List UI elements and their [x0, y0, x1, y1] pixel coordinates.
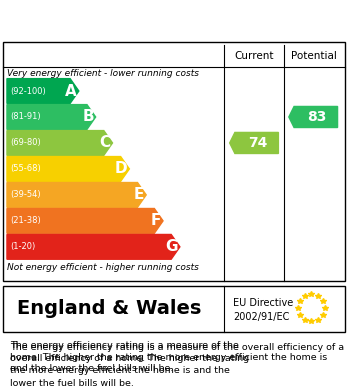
Text: Potential: Potential — [291, 50, 337, 61]
Text: Not energy efficient - higher running costs: Not energy efficient - higher running co… — [7, 263, 199, 272]
Text: (21-38): (21-38) — [10, 216, 41, 225]
Text: E: E — [134, 187, 144, 203]
Polygon shape — [7, 235, 180, 259]
Text: B: B — [82, 109, 94, 124]
Text: Energy Efficiency Rating: Energy Efficiency Rating — [10, 11, 258, 30]
Text: Very energy efficient - lower running costs: Very energy efficient - lower running co… — [7, 69, 199, 78]
Text: C: C — [100, 135, 111, 151]
Polygon shape — [7, 131, 112, 155]
Text: (1-20): (1-20) — [10, 242, 36, 251]
Polygon shape — [7, 183, 146, 207]
Text: overall efficiency of a home. The higher the rating: overall efficiency of a home. The higher… — [10, 353, 250, 362]
Text: A: A — [65, 84, 77, 99]
Text: The energy efficiency rating is a measure of the: The energy efficiency rating is a measur… — [10, 341, 239, 350]
Text: the more energy efficient the home is and the: the more energy efficient the home is an… — [10, 366, 230, 375]
Polygon shape — [7, 208, 163, 233]
Text: D: D — [115, 161, 128, 176]
Polygon shape — [230, 133, 278, 154]
Polygon shape — [289, 106, 338, 127]
Text: 2002/91/EC: 2002/91/EC — [233, 312, 290, 321]
Text: (39-54): (39-54) — [10, 190, 41, 199]
Text: (69-80): (69-80) — [10, 138, 41, 147]
Text: (92-100): (92-100) — [10, 86, 46, 95]
Text: The energy efficiency rating is a measure of the overall efficiency of a home. T: The energy efficiency rating is a measur… — [10, 343, 345, 373]
Text: G: G — [166, 239, 178, 255]
Polygon shape — [7, 79, 79, 103]
Text: 74: 74 — [248, 136, 267, 150]
Text: EU Directive: EU Directive — [233, 298, 293, 308]
Text: England & Wales: England & Wales — [17, 300, 202, 318]
Text: (81-91): (81-91) — [10, 113, 41, 122]
Text: 83: 83 — [307, 110, 326, 124]
Text: lower the fuel bills will be.: lower the fuel bills will be. — [10, 378, 134, 387]
Polygon shape — [7, 105, 96, 129]
Text: F: F — [151, 213, 161, 228]
Text: Current: Current — [234, 50, 274, 61]
Polygon shape — [7, 156, 129, 181]
Text: (55-68): (55-68) — [10, 165, 41, 174]
